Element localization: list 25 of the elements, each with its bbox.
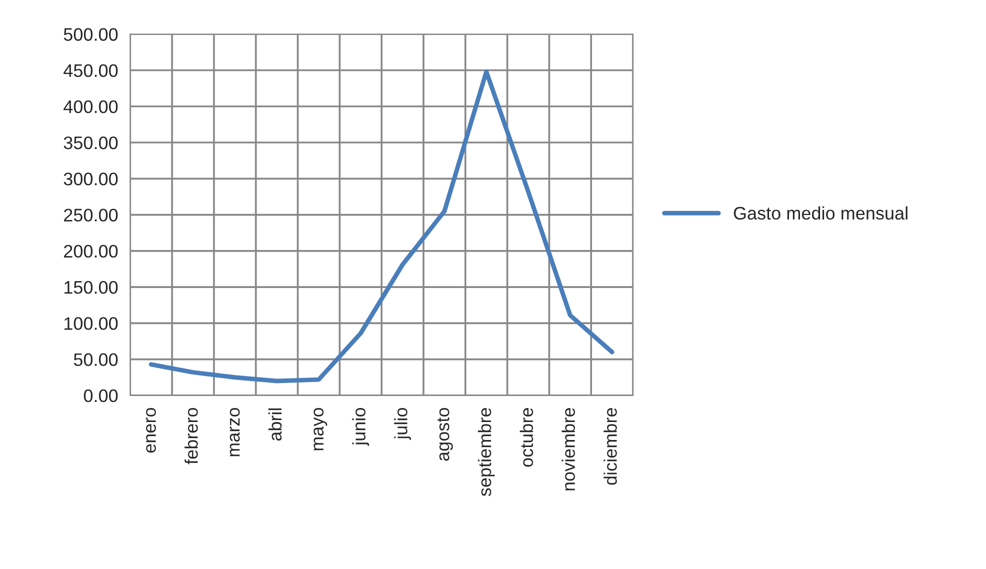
x-tick-label: enero	[146, 408, 156, 453]
x-tick-label: agosto	[437, 408, 453, 461]
line-series	[148, 69, 614, 384]
y-tick-label: 200.00	[64, 244, 118, 258]
legend-label: Gasto medio mensual	[734, 206, 908, 220]
x-tick-label: abril	[268, 408, 282, 441]
x-tick-label: diciembre	[604, 408, 617, 485]
y-tick-label: 400.00	[64, 100, 118, 114]
x-tick-label: mayo	[314, 408, 328, 450]
x-tick-label: octubre	[520, 408, 534, 467]
y-tick-label: 250.00	[64, 208, 118, 222]
y-tick-label: 150.00	[64, 280, 118, 294]
y-tick-label: 350.00	[64, 136, 118, 150]
x-tick-label: junio	[352, 408, 370, 446]
x-tick-label: julio	[394, 408, 411, 440]
x-tick-label: noviembre	[562, 408, 575, 490]
y-tick-label: 300.00	[64, 172, 118, 186]
y-tick-label: 0.00	[84, 389, 118, 402]
x-tick-label: marzo	[230, 408, 240, 456]
y-tick-label: 500.00	[64, 28, 118, 41]
x-tick-label: septiembre	[478, 408, 495, 496]
y-tick-label: 450.00	[64, 64, 118, 77]
y-tick-label: 100.00	[64, 317, 118, 330]
x-tick-label: febrero	[184, 408, 198, 464]
y-tick-label: 50.00	[74, 353, 118, 366]
